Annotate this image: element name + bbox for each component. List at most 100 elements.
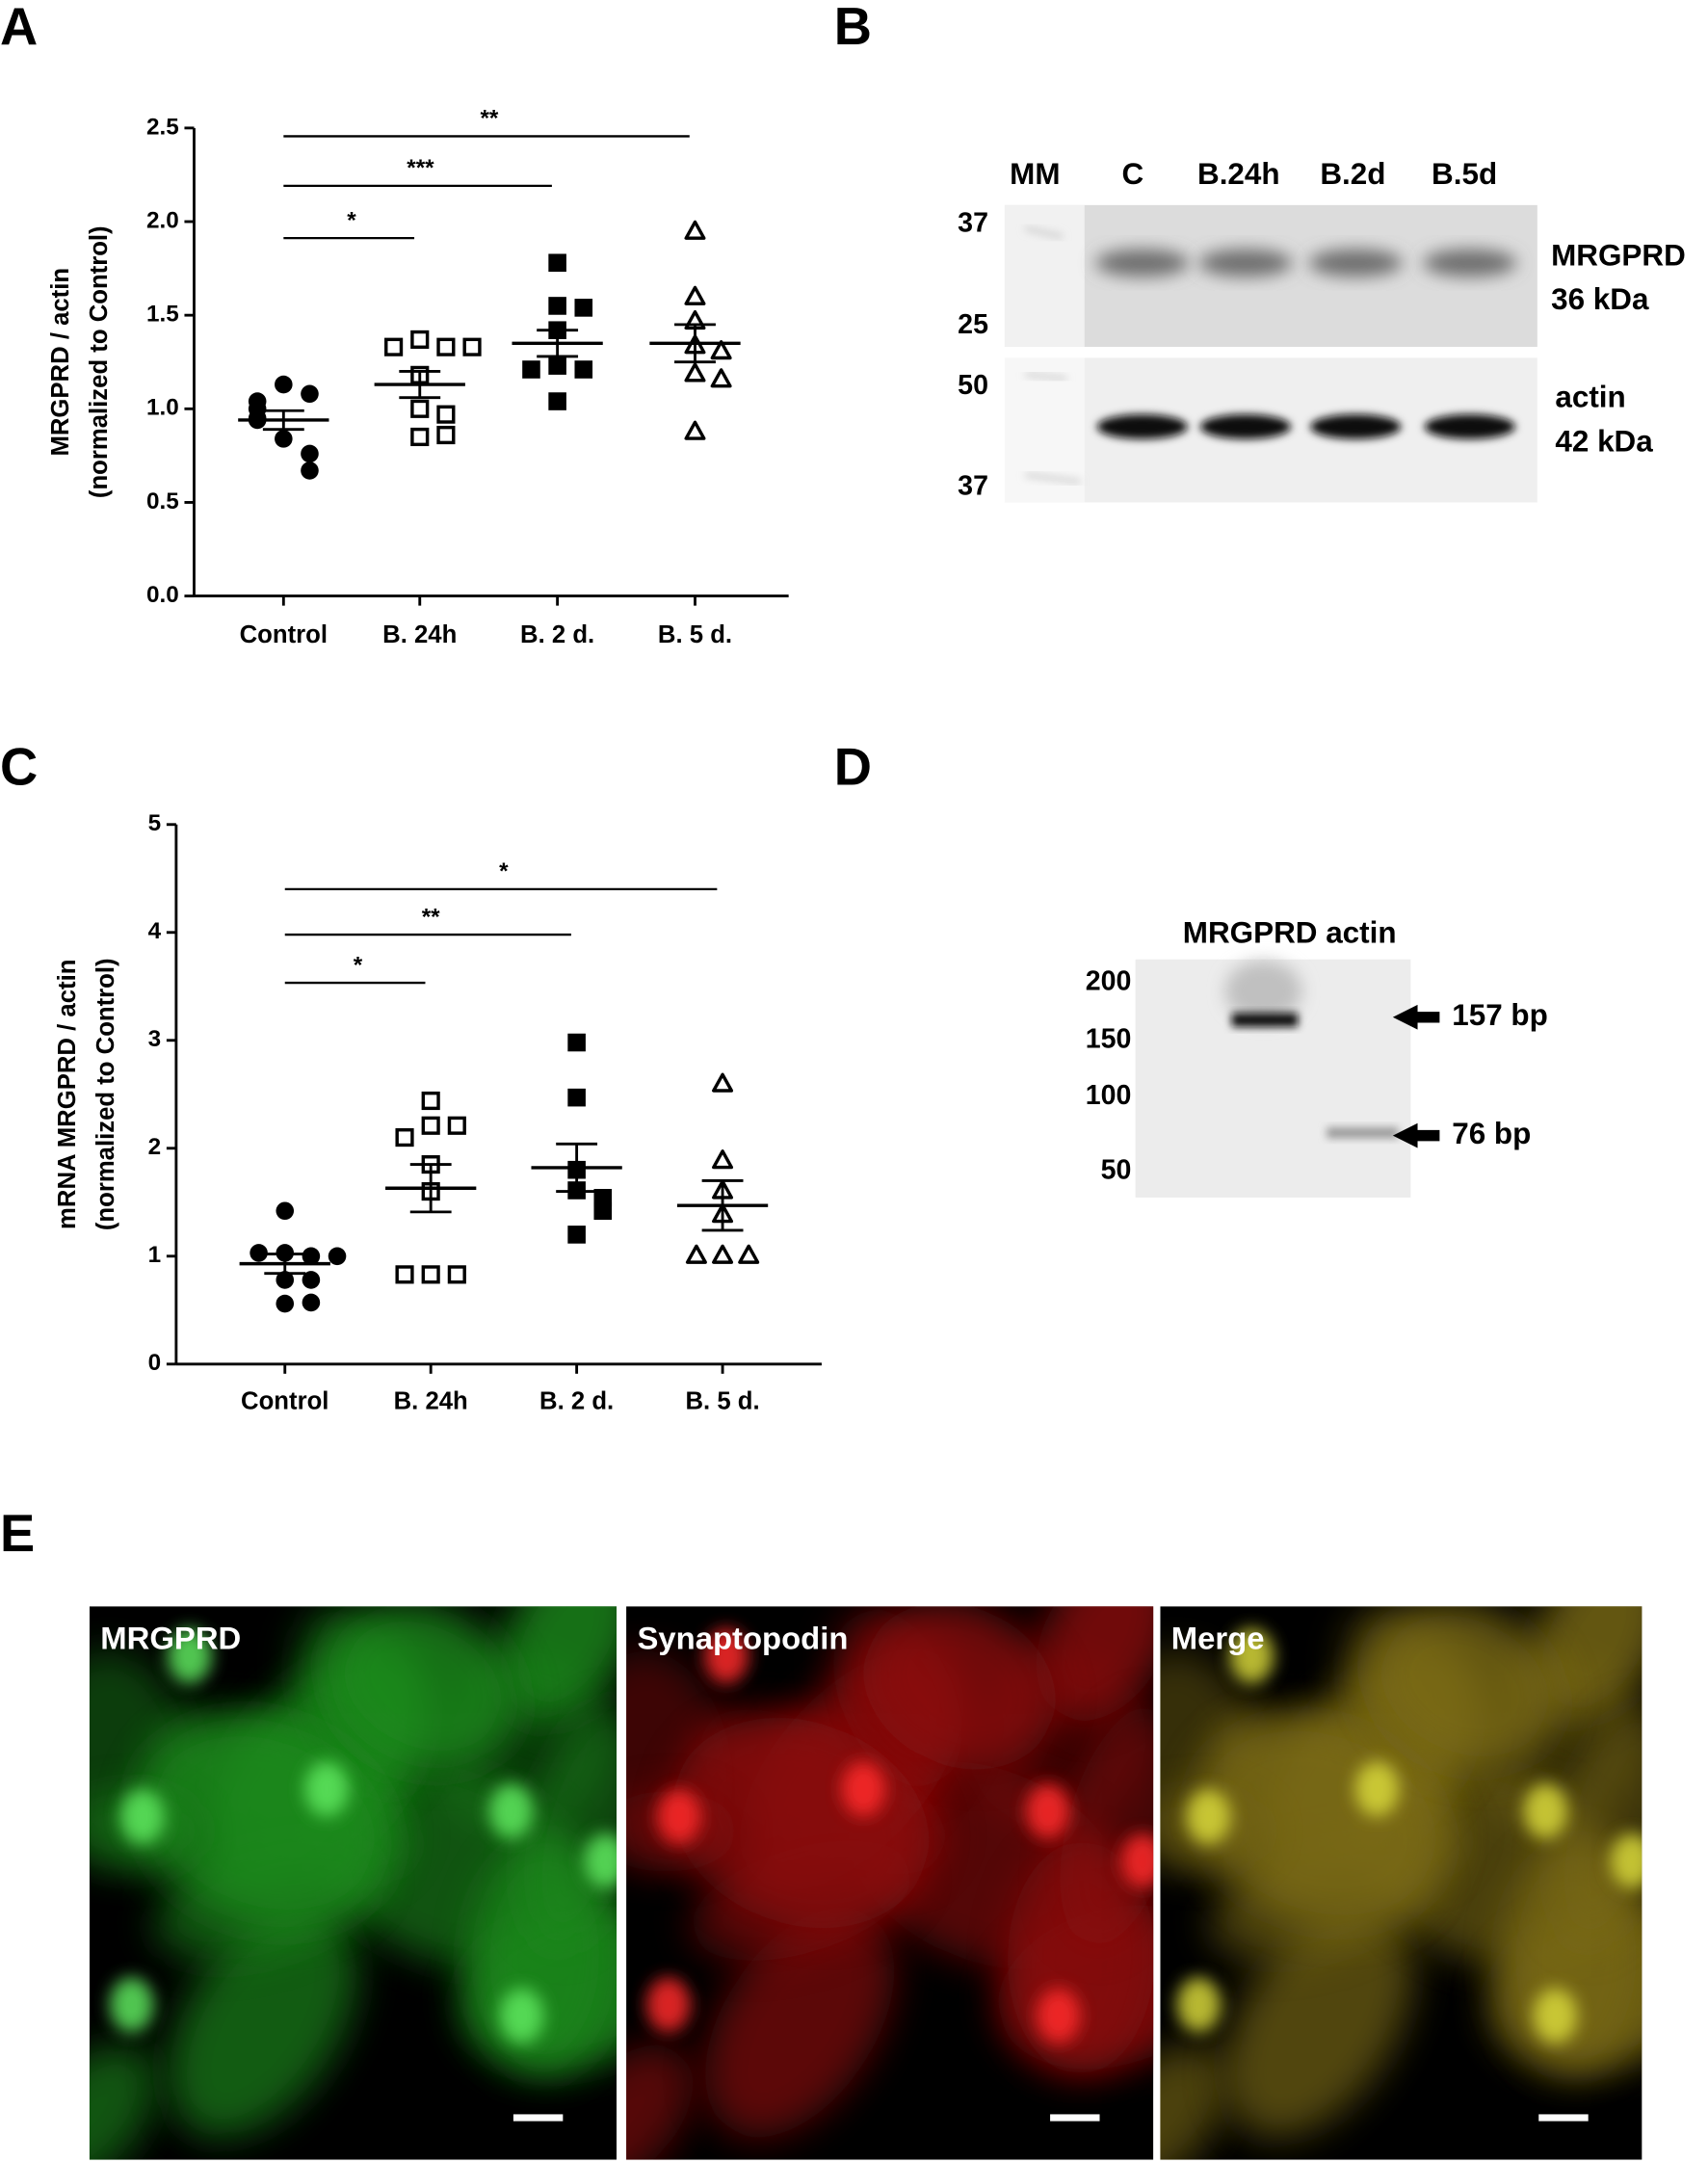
y-tick-label: 2.0 <box>146 207 179 233</box>
dot <box>738 1244 760 1264</box>
micrograph <box>1160 1606 1642 2160</box>
dot <box>574 299 593 317</box>
dot <box>302 1247 321 1266</box>
cell-nucleus <box>584 1833 618 1889</box>
dot <box>384 337 404 356</box>
significance-label: *** <box>407 155 434 181</box>
dot <box>436 405 456 424</box>
lane-label: B.5d <box>1432 157 1497 191</box>
panel-label: A <box>0 0 38 56</box>
mw-marker: 37 <box>958 470 988 501</box>
dot <box>421 1265 440 1284</box>
dot <box>447 1116 466 1135</box>
error-bar <box>409 1163 452 1214</box>
dot <box>684 220 706 240</box>
significance-label: ** <box>422 904 440 930</box>
mw-marker: 25 <box>958 309 988 340</box>
dot <box>548 253 566 273</box>
cell <box>169 1908 357 2138</box>
dot <box>593 1201 613 1221</box>
dot <box>395 1265 414 1284</box>
cell <box>327 1606 519 1770</box>
error-bar <box>262 409 304 432</box>
cell-nucleus <box>1610 1833 1642 1889</box>
blot-mm-lane <box>1004 204 1085 348</box>
channel-label: MRGPRD <box>100 1621 241 1656</box>
blot-upper <box>1004 204 1537 348</box>
dot <box>522 360 540 379</box>
cell-nucleus <box>304 1761 349 1817</box>
y-tick-label: 5 <box>148 810 162 836</box>
actin-band <box>1199 414 1292 439</box>
cell <box>1551 1705 1642 1946</box>
cell-nucleus <box>499 1988 544 2044</box>
cell <box>863 1606 1056 1770</box>
cell-nucleus <box>109 1977 154 2033</box>
x-tick-label: Control <box>241 1388 328 1415</box>
cell-nucleus <box>1523 1783 1568 1839</box>
cell <box>89 2044 156 2160</box>
y-tick-label: 3 <box>148 1026 162 1052</box>
dot <box>395 1128 414 1147</box>
dot <box>567 1033 586 1052</box>
x-tick-label: B. 5 d. <box>686 1388 760 1415</box>
cell-nucleus <box>1036 1988 1081 2044</box>
mw-marker: 37 <box>958 207 988 238</box>
dot <box>436 425 456 445</box>
channel-label: Synaptopodin <box>637 1621 848 1656</box>
error-bar <box>399 370 441 400</box>
cell-nucleus <box>167 1628 212 1684</box>
x-tick-label: B. 2 d. <box>539 1388 614 1415</box>
panel-label: B <box>834 0 872 56</box>
significance-label: ** <box>480 106 498 132</box>
dot <box>712 1072 734 1093</box>
lane-label: B.24h <box>1197 157 1280 191</box>
cell-nucleus <box>704 1628 749 1684</box>
band-label: 36 kDa <box>1551 282 1649 316</box>
dot <box>447 1265 466 1284</box>
cell-nucleus <box>1176 1977 1222 2033</box>
dot <box>328 1247 347 1266</box>
dot <box>276 1271 295 1289</box>
significance-label: * <box>499 858 509 884</box>
dot <box>421 1116 440 1135</box>
panel-label: C <box>0 737 38 796</box>
dot <box>276 1294 295 1313</box>
dot <box>421 1091 440 1111</box>
y-tick-label: 0.5 <box>146 488 179 514</box>
micrograph <box>89 1606 618 2160</box>
dot <box>436 337 456 356</box>
dot <box>462 337 482 356</box>
scale-bar <box>512 2114 564 2122</box>
actin-band <box>1310 414 1402 439</box>
error-bar <box>556 1142 598 1194</box>
lane-label: MM <box>1010 157 1060 191</box>
x-tick-label: B. 2 d. <box>520 621 594 648</box>
dot <box>410 330 430 349</box>
y-tick-label: 1.5 <box>146 302 179 328</box>
error-bar <box>701 1178 744 1232</box>
dot <box>548 392 566 410</box>
dot <box>567 1226 586 1244</box>
cell <box>1160 2044 1227 2160</box>
dot <box>250 1244 268 1262</box>
bp-marker: 200 <box>1086 966 1132 997</box>
dot <box>301 384 319 404</box>
band-size-label: 157 bp <box>1452 998 1548 1032</box>
band-label: actin <box>1555 381 1625 414</box>
cell-nucleus <box>1120 1833 1154 1889</box>
x-tick-label: Control <box>240 621 328 648</box>
cell-nucleus <box>1533 1988 1578 2044</box>
significance-label: * <box>354 952 363 978</box>
bp-marker: 100 <box>1086 1080 1132 1111</box>
mrgprd-band <box>1198 249 1293 277</box>
dot <box>302 1293 321 1312</box>
y-axis-label: (normalized to Control) <box>86 225 113 498</box>
significance-label: * <box>347 207 356 233</box>
ladder-band <box>1025 472 1081 485</box>
lane-label: B.2d <box>1320 157 1385 191</box>
y-axis-label: MRGPRD / actin <box>47 268 74 457</box>
dot <box>275 375 293 394</box>
dot <box>685 1244 707 1264</box>
